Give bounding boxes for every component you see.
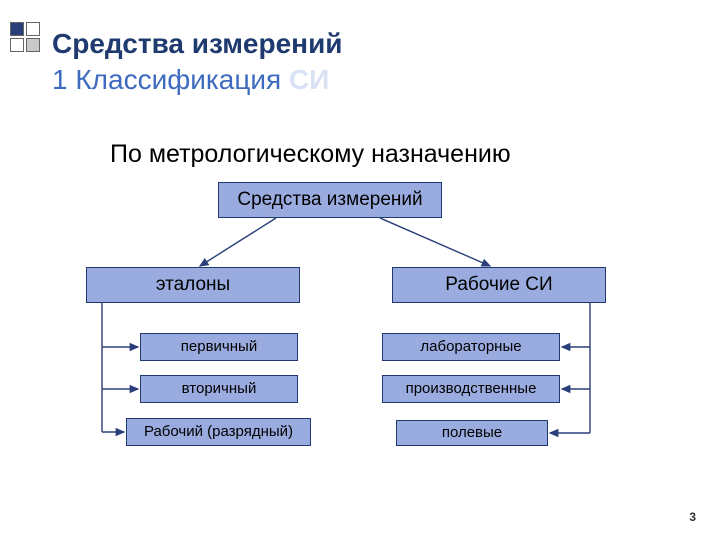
- node-branch-1: Рабочие СИ: [392, 267, 606, 303]
- node-leaf-0-2: Рабочий (разрядный): [126, 418, 311, 446]
- decor-square: [10, 38, 24, 52]
- node-leaf-0-0: первичный: [140, 333, 298, 361]
- node-leaf-1-0: лабораторные: [382, 333, 560, 361]
- subtitle-text: 1 Классификация: [52, 64, 281, 95]
- slide-title-sub: 1 Классификация СИ: [52, 64, 329, 96]
- node-leaf-0-1: вторичный: [140, 375, 298, 403]
- node-leaf-1-2: полевые: [396, 420, 548, 446]
- decor-square: [26, 22, 40, 36]
- node-leaf-1-1: производственные: [382, 375, 560, 403]
- decor-square: [26, 38, 40, 52]
- page-number: 3: [689, 510, 696, 524]
- slide-title-main: Средства измерений: [52, 28, 343, 60]
- node-branch-0: эталоны: [86, 267, 300, 303]
- section-heading: По метрологическому назначению: [110, 140, 511, 169]
- node-root: Средства измерений: [218, 182, 442, 218]
- decor-square: [10, 22, 24, 36]
- subtitle-dim: СИ: [289, 64, 329, 95]
